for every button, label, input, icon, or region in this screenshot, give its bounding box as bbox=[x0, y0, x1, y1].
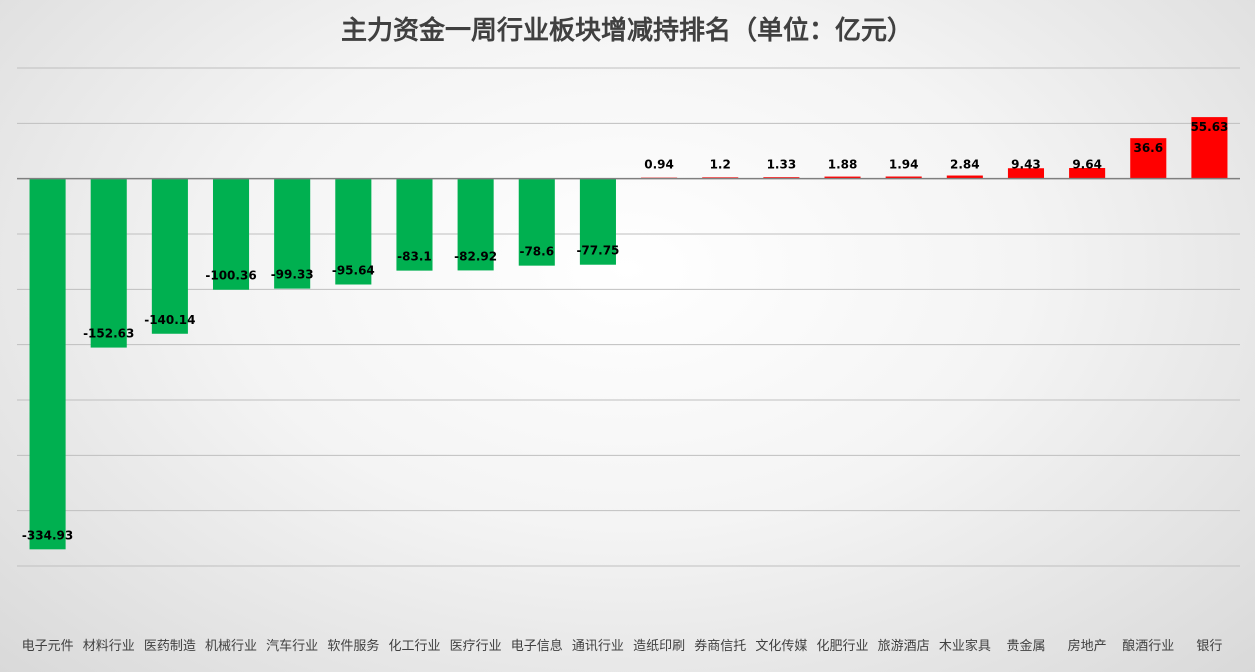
bar-16 bbox=[946, 175, 983, 179]
value-label-16: 2.84 bbox=[950, 158, 980, 172]
category-label-8: 医疗行业 bbox=[450, 639, 502, 654]
bar-20 bbox=[1191, 117, 1228, 179]
category-label-19: 酿酒行业 bbox=[1122, 638, 1174, 654]
chart-title: 主力资金一周行业板块增减持排名（单位：亿元） bbox=[341, 15, 913, 46]
category-label-4: 机械行业 bbox=[205, 639, 257, 654]
category-labels: 电子元件 材料行业 医药制造 机械行业 汽车行业 软件服务 化工行业 医疗行业 电子信息 通讯行业… bbox=[22, 638, 1223, 654]
value-label-9: -78.6 bbox=[519, 245, 554, 259]
bar-15 bbox=[885, 176, 922, 179]
gridlines bbox=[17, 67, 1240, 567]
bar-6 bbox=[335, 178, 372, 285]
bar-9 bbox=[518, 178, 555, 266]
value-label-18: 9.64 bbox=[1072, 158, 1102, 172]
bar-8 bbox=[457, 178, 494, 271]
bar-17 bbox=[1007, 168, 1045, 179]
category-label-5: 汽车行业 bbox=[266, 638, 318, 654]
bar-4 bbox=[212, 178, 250, 290]
bar-3 bbox=[151, 178, 188, 334]
category-label-16: 木业家具 bbox=[939, 638, 991, 654]
value-label-17: 9.43 bbox=[1011, 158, 1041, 172]
value-label-11: 0.94 bbox=[644, 158, 674, 172]
value-label-1: -334.93 bbox=[22, 528, 73, 542]
value-label-5: -99.33 bbox=[271, 268, 314, 282]
category-label-2: 材料行业 bbox=[83, 639, 135, 654]
bars bbox=[29, 117, 1228, 550]
category-label-14: 化肥行业 bbox=[817, 639, 869, 654]
value-label-8: -82.92 bbox=[454, 249, 497, 263]
category-label-10: 通讯行业 bbox=[572, 639, 624, 654]
value-label-13: 1.33 bbox=[767, 158, 797, 172]
value-label-3: -140.14 bbox=[144, 313, 195, 327]
category-label-7: 化工行业 bbox=[388, 639, 440, 654]
category-label-13: 文化传媒 bbox=[755, 639, 807, 654]
bar-2 bbox=[90, 178, 127, 348]
value-label-4: -100.36 bbox=[205, 269, 256, 283]
value-label-6: -95.64 bbox=[332, 264, 375, 278]
value-label-10: -77.75 bbox=[576, 244, 619, 258]
category-label-9: 电子信息 bbox=[511, 638, 563, 654]
value-label-7: -83.1 bbox=[397, 250, 432, 264]
value-label-15: 1.94 bbox=[889, 158, 919, 172]
category-label-12: 券商信托 bbox=[694, 638, 746, 654]
category-label-18: 房地产 bbox=[1068, 638, 1107, 654]
bar-14 bbox=[824, 176, 861, 179]
category-label-15: 旅游酒店 bbox=[878, 639, 930, 654]
bar-1 bbox=[29, 178, 66, 550]
category-label-1: 电子元件 bbox=[22, 639, 74, 654]
category-label-3: 医药制造 bbox=[144, 639, 196, 654]
value-label-2: -152.63 bbox=[83, 327, 134, 341]
value-label-14: 1.88 bbox=[828, 158, 858, 172]
category-label-20: 银行 bbox=[1196, 639, 1222, 654]
category-label-17: 贵金属 bbox=[1006, 638, 1045, 654]
value-label-20: 55.63 bbox=[1190, 120, 1228, 134]
bar-10 bbox=[579, 178, 616, 265]
value-label-19: 36.6 bbox=[1133, 141, 1163, 155]
value-labels: -334.93 -152.63 -140.14 -100.36 -99.33 -95.64… bbox=[22, 120, 1228, 542]
category-label-11: 造纸印刷 bbox=[633, 639, 685, 654]
category-label-6: 软件服务 bbox=[327, 638, 379, 654]
bar-7 bbox=[396, 178, 433, 271]
bar-5 bbox=[274, 178, 311, 289]
bar-19 bbox=[1130, 138, 1167, 179]
bar-18 bbox=[1069, 167, 1106, 179]
value-label-12: 1.2 bbox=[710, 158, 731, 172]
